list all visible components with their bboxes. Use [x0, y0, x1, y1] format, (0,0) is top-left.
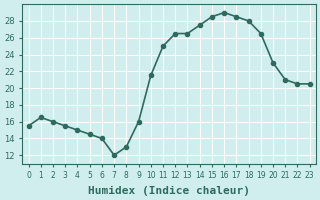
- X-axis label: Humidex (Indice chaleur): Humidex (Indice chaleur): [88, 186, 250, 196]
